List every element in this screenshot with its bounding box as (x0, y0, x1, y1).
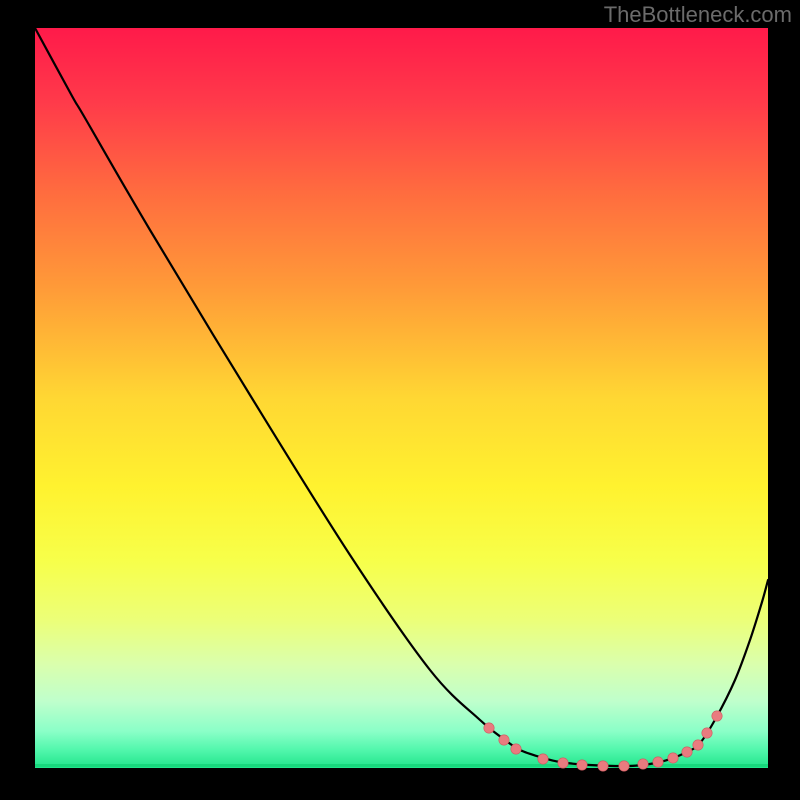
curve-marker (511, 744, 521, 754)
curve-marker (484, 723, 494, 733)
curve-marker (653, 757, 663, 767)
curve-marker (558, 758, 568, 768)
bottom-black-baseline (35, 768, 768, 800)
chart-stage: TheBottleneck.com (0, 0, 800, 800)
curve-marker (682, 747, 692, 757)
curve-marker (702, 728, 712, 738)
curve-marker (598, 761, 608, 771)
curve-marker (538, 754, 548, 764)
plot-gradient-area (35, 28, 768, 768)
bottleneck-curve-chart (0, 0, 800, 800)
curve-marker (668, 753, 678, 763)
curve-marker (693, 740, 703, 750)
curve-marker (499, 735, 509, 745)
curve-marker (577, 760, 587, 770)
curve-marker (712, 711, 722, 721)
curve-marker (619, 761, 629, 771)
watermark-text: TheBottleneck.com (604, 2, 792, 28)
curve-marker (638, 759, 648, 769)
